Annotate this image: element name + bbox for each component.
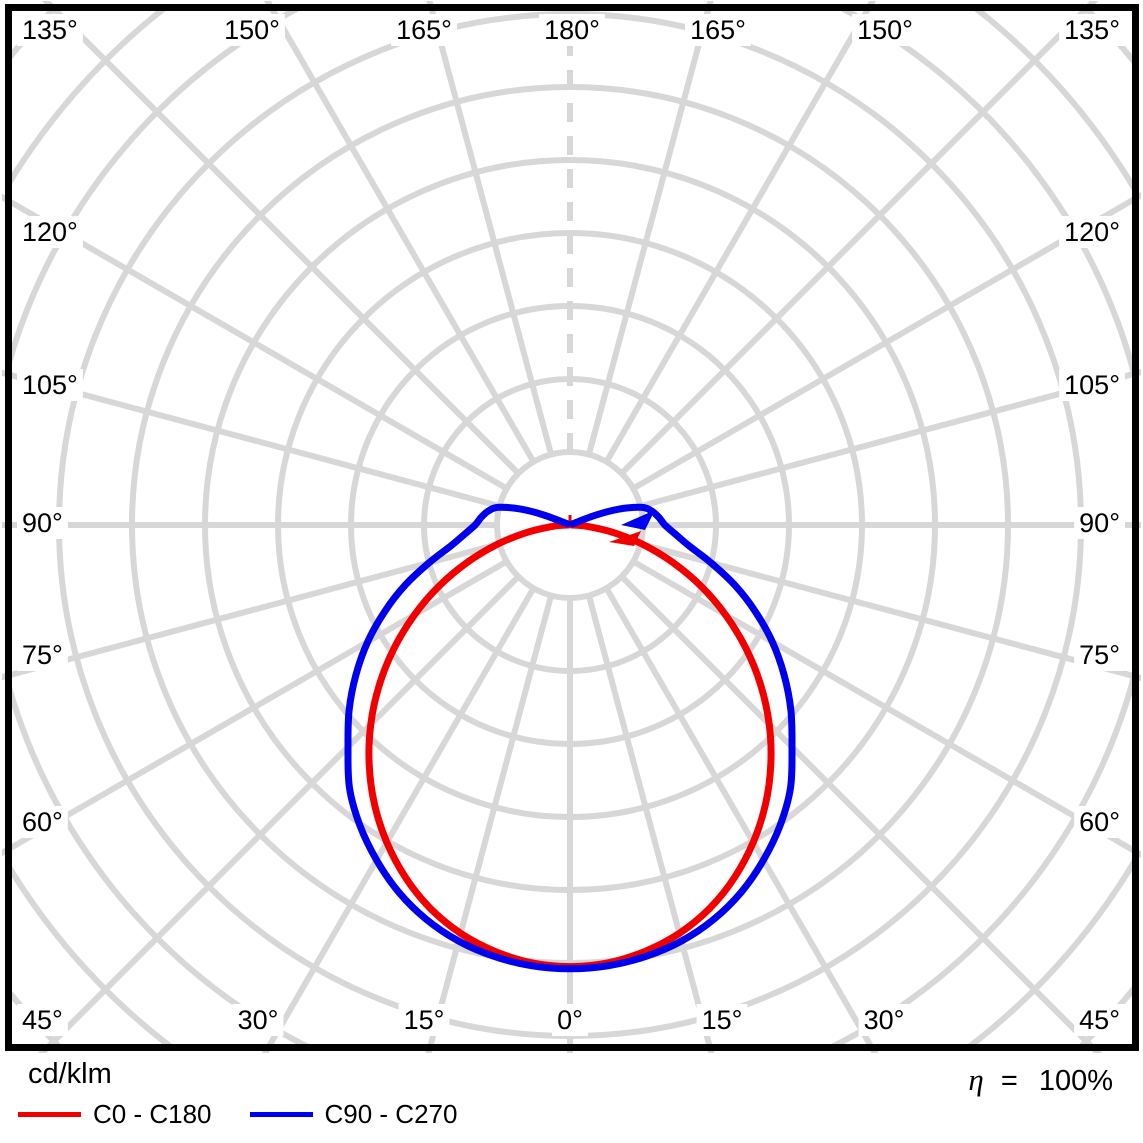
grid-spoke <box>631 558 1141 859</box>
angle-label-backing <box>398 1004 450 1036</box>
angle-label-backing <box>1074 1004 1125 1036</box>
grid-spoke <box>585 1 714 456</box>
angle-label: 135° <box>22 15 78 45</box>
angle-label: 60° <box>22 807 63 837</box>
eta-equals: = <box>1000 1065 1018 1097</box>
grid-spoke <box>2 369 501 510</box>
angle-label: 15° <box>702 1005 743 1035</box>
angle-label-backing <box>219 14 285 46</box>
angle-label: 0° <box>557 1005 583 1035</box>
angle-label-backing <box>1074 806 1125 838</box>
angle-label-backing <box>1059 216 1125 248</box>
angle-label-backing <box>17 1004 68 1036</box>
grid-spoke <box>639 368 1141 510</box>
angle-label: 30° <box>864 1005 905 1035</box>
efficiency-label: η = 100% <box>968 1062 1113 1098</box>
grid-spoke <box>603 1 876 464</box>
angle-label-backing <box>17 806 68 838</box>
grid-spoke <box>425 594 555 1053</box>
angle-label: 150° <box>224 15 280 45</box>
angle-label-backing <box>1059 14 1125 46</box>
angle-label: 150° <box>857 15 913 45</box>
plot-frame <box>5 4 1139 1051</box>
grid-spoke <box>261 586 537 1053</box>
legend: C0 - C180 C90 - C270 <box>18 1099 457 1130</box>
curve-direction-arrow <box>621 510 655 530</box>
legend-item-c90-c270: C90 - C270 <box>249 1099 458 1130</box>
angle-label-backing <box>696 1004 748 1036</box>
angle-label: 120° <box>22 217 78 247</box>
angle-label: 15° <box>404 1005 445 1035</box>
grid-spoke <box>426 1 555 456</box>
angle-label: 90° <box>1079 508 1120 538</box>
legend-label-c0-c180: C0 - C180 <box>93 1099 212 1129</box>
eta-value: 100% <box>1038 1065 1113 1097</box>
angle-label-backing <box>852 14 918 46</box>
grid-spoke <box>2 558 509 857</box>
angle-label: 60° <box>1079 807 1120 837</box>
radial-unit-label: cd/klm <box>28 1058 112 1090</box>
grid-spoke <box>619 574 1103 1053</box>
angle-label: 165° <box>396 15 452 45</box>
angle-label-backing <box>17 369 83 401</box>
angle-label: 45° <box>22 1005 63 1035</box>
angle-label: 165° <box>690 15 746 45</box>
angle-label: 135° <box>1064 15 1120 45</box>
angle-labels: 135° 150° 165° 180° 165° 150° 135° 120° 105° 90° 7… <box>17 14 1125 1036</box>
angle-label-backing <box>17 507 68 539</box>
intensity-curves <box>344 503 796 973</box>
curve-c90-c270 <box>344 503 796 973</box>
angle-label: 120° <box>1064 217 1120 247</box>
grid-spoke <box>37 574 521 1053</box>
angle-label-backing <box>232 1004 284 1036</box>
grid-spoke <box>264 1 537 464</box>
angle-label-backing <box>1074 639 1125 671</box>
legend-swatch-c90-c270 <box>249 1112 313 1117</box>
angle-label-backing <box>685 14 751 46</box>
angle-label-backing <box>858 1004 910 1036</box>
eta-symbol: η <box>968 1062 984 1097</box>
grid-spoke <box>2 540 501 681</box>
grid-spoke <box>2 193 509 492</box>
angle-label: 180° <box>544 15 600 45</box>
angle-label: 75° <box>22 640 63 670</box>
angle-label: 105° <box>22 370 78 400</box>
angle-label: 90° <box>22 508 63 538</box>
angle-label: 45° <box>1079 1005 1120 1035</box>
angle-label-backing <box>17 639 68 671</box>
curve-direction-arrow <box>609 531 641 546</box>
angle-label: 30° <box>238 1005 279 1035</box>
legend-swatch-c0-c180 <box>18 1112 81 1117</box>
grid-spoke <box>639 540 1141 682</box>
angle-label-backing <box>1074 507 1125 539</box>
angle-label-backing <box>17 14 83 46</box>
grid-spoke <box>603 586 879 1053</box>
angle-label-backing <box>539 14 605 46</box>
angle-label: 105° <box>1064 370 1120 400</box>
angle-label: 75° <box>1079 640 1120 670</box>
grid-spoke <box>631 191 1141 492</box>
grid-spoke <box>585 594 715 1053</box>
angle-label-backing <box>391 14 457 46</box>
legend-label-c90-c270: C90 - C270 <box>324 1099 458 1129</box>
legend-item-c0-c180: C0 - C180 <box>18 1099 212 1130</box>
angle-label-backing <box>552 1004 588 1036</box>
angle-label-backing <box>1059 369 1125 401</box>
angle-label-backing <box>17 216 83 248</box>
